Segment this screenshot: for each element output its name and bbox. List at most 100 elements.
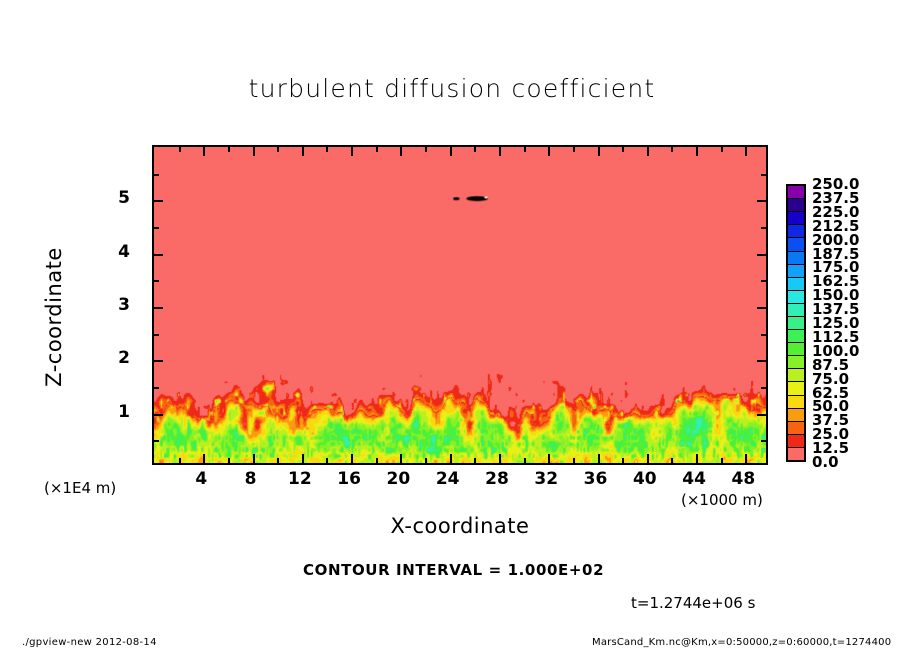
contour-interval-note: CONTOUR INTERVAL = 1.000E+02 <box>303 561 605 579</box>
color-scale-label: 50.0 <box>812 397 850 416</box>
color-band <box>788 382 804 396</box>
axis-tick <box>671 458 674 463</box>
axis-tick <box>351 454 354 463</box>
axis-tick <box>449 147 452 156</box>
x-tick-label: 4 <box>195 469 208 489</box>
color-band <box>788 303 804 317</box>
axis-tick <box>572 147 575 152</box>
footer-command-date: ./gpview-new 2012-08-14 <box>22 637 157 648</box>
axis-tick <box>523 458 526 463</box>
axis-tick <box>154 413 163 416</box>
footer-dataset-info: MarsCand_Km.nc@Km,x=0:50000,z=0:60000,t=… <box>592 637 892 648</box>
x-tick-label: 12 <box>287 469 312 489</box>
y-tick-label: 5 <box>118 188 130 209</box>
x-tick-label: 44 <box>682 469 706 489</box>
axis-tick <box>622 147 625 152</box>
axis-tick <box>761 440 766 443</box>
axis-tick <box>757 307 766 309</box>
color-scale-label: 25.0 <box>812 425 850 444</box>
axis-tick <box>277 147 280 152</box>
x-tick-label: 40 <box>632 469 657 489</box>
x-tick-label: 20 <box>386 469 411 489</box>
axis-tick <box>203 454 206 463</box>
axis-tick <box>425 458 428 463</box>
axis-tick <box>720 458 723 463</box>
color-scale-label: 150.0 <box>812 286 860 305</box>
color-band <box>788 421 804 435</box>
axis-tick <box>326 147 329 152</box>
axis-tick <box>523 147 526 152</box>
x-tick-label: 16 <box>337 469 361 489</box>
color-band <box>788 343 804 357</box>
axis-tick <box>646 454 649 463</box>
color-band <box>788 238 804 252</box>
axis-tick <box>252 147 255 156</box>
axis-tick <box>597 454 600 463</box>
color-band <box>788 316 804 331</box>
color-scale-label: 225.0 <box>812 202 860 221</box>
color-scale-label: 137.5 <box>812 300 860 319</box>
y-axis-title: Z-coordinate <box>42 247 66 387</box>
axis-tick <box>474 147 477 152</box>
color-scale-label: 250.0 <box>812 175 860 193</box>
color-scale-label: 112.5 <box>812 327 860 346</box>
axis-tick <box>761 280 766 283</box>
turbulent-field-heatmap <box>154 147 766 463</box>
timestamp-note: t=1.2744e+06 s <box>631 594 756 612</box>
color-band <box>788 434 804 448</box>
axis-tick <box>745 454 748 463</box>
x-axis-unit-label: (×1000 m) <box>681 491 763 509</box>
axis-tick <box>720 147 723 152</box>
color-scale-label: 200.0 <box>812 230 860 249</box>
axis-tick <box>154 387 159 389</box>
x-tick-label: 48 <box>731 469 756 489</box>
color-scale-label: 162.5 <box>812 272 860 291</box>
axis-tick <box>761 333 766 336</box>
axis-tick <box>178 458 181 463</box>
color-band <box>788 186 804 200</box>
color-scale-label: 12.5 <box>812 439 850 458</box>
axis-tick <box>425 147 428 152</box>
y-axis-unit-label: (×1E4 m) <box>44 479 117 497</box>
axis-tick <box>548 454 551 463</box>
color-band <box>788 356 804 370</box>
color-band <box>788 395 804 409</box>
axis-tick <box>375 458 378 463</box>
axis-tick <box>154 227 159 229</box>
axis-tick <box>696 147 699 156</box>
y-tick-label: 2 <box>118 348 130 369</box>
axis-tick <box>154 360 163 363</box>
axis-tick <box>761 227 766 229</box>
axis-tick <box>227 458 230 463</box>
axis-tick <box>154 253 163 256</box>
x-tick-label: 32 <box>534 469 559 489</box>
color-scale-label: 212.5 <box>812 216 860 235</box>
color-band <box>788 408 804 422</box>
color-band <box>788 212 804 226</box>
axis-tick <box>154 173 159 176</box>
axis-tick <box>154 440 159 443</box>
axis-tick <box>548 147 551 156</box>
axis-tick <box>745 147 748 156</box>
axis-tick <box>757 253 766 256</box>
axis-tick <box>498 147 501 156</box>
axis-tick <box>154 200 163 203</box>
axis-tick <box>761 387 766 389</box>
color-band <box>788 447 804 460</box>
axis-tick <box>154 280 159 283</box>
axis-tick <box>277 458 280 463</box>
color-band <box>788 199 804 213</box>
color-band <box>788 290 804 304</box>
axis-tick <box>375 147 378 152</box>
axis-tick <box>154 307 163 309</box>
color-scale-label: 37.5 <box>812 411 850 430</box>
color-band <box>788 225 804 239</box>
axis-tick <box>203 147 206 156</box>
axis-tick <box>400 454 403 463</box>
axis-tick <box>757 360 766 363</box>
axis-tick <box>671 147 674 152</box>
color-scale-label: 62.5 <box>812 383 850 402</box>
y-tick-label: 3 <box>118 295 130 315</box>
axis-tick <box>696 454 699 463</box>
axis-tick <box>474 458 477 463</box>
